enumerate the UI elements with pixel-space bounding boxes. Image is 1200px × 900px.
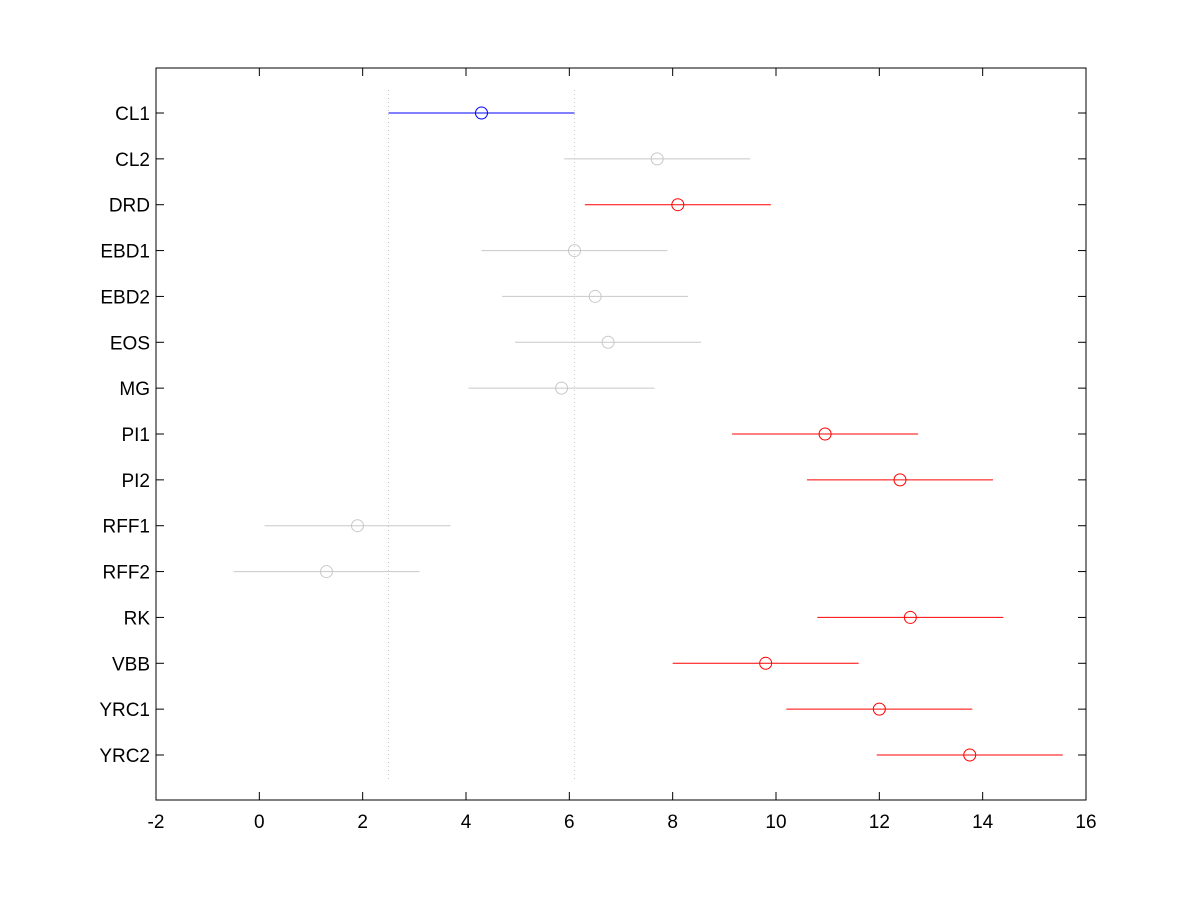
x-axis-ticks: -2 0 2 4 6 8 10 12 14 16 [148,68,1097,833]
y-tick-label: MG [119,379,150,400]
mean-marker-drd [671,198,685,212]
mean-marker-pi1 [818,427,832,441]
interval-rk [817,610,1004,624]
y-axis-ticks: CL1 CL2 DRD EBD1 EBD2 EOS MG PI1 PI2 RFF1 RFF2 RK VB… [99,104,1086,767]
y-tick-label: VBB [112,654,150,675]
plot-background [156,68,1086,800]
mean-marker-vbb [759,656,773,670]
y-tick-label: EBD1 [100,242,150,263]
x-tick-label: 12 [869,812,890,833]
interval-rff2 [233,565,420,579]
mean-marker-yrc1 [872,702,886,716]
mean-marker-rk [903,610,917,624]
y-tick-label: RFF2 [103,563,151,584]
y-tick-label: RK [124,608,151,629]
mean-marker-cl2 [650,152,664,166]
y-tick-label: RFF1 [103,517,151,538]
interval-mg [468,381,655,395]
interval-yrc1 [786,702,973,716]
mean-marker-ebd1 [568,244,581,258]
y-tick-label: DRD [109,196,150,217]
y-tick-label: EOS [110,333,150,354]
mean-marker-rff1 [351,519,364,533]
interval-ebd2 [502,289,689,303]
interval-yrc2 [876,748,1063,762]
mean-marker-pi2 [893,473,907,487]
y-tick-label: CL1 [115,104,150,125]
x-tick-label: 14 [972,812,994,833]
x-tick-label: -2 [148,812,165,833]
interval-pi2 [807,473,993,487]
x-tick-label: 4 [461,812,472,833]
x-tick-label: 6 [564,812,575,833]
reference-lines [388,90,575,782]
interval-pi1 [732,427,919,441]
mean-marker-eos [601,335,615,349]
comparison-intervals [233,106,1063,762]
y-tick-label: YRC1 [99,700,150,721]
y-tick-label: YRC2 [99,746,150,767]
mean-marker-mg [555,381,569,395]
x-tick-label: 10 [765,812,786,833]
interval-drd [584,198,771,212]
x-tick-label: 0 [254,812,265,833]
interval-vbb [672,656,859,670]
y-tick-label: PI1 [121,425,150,446]
mean-marker-cl1 [475,106,488,120]
interval-cl2 [564,152,751,166]
interval-rff1 [264,519,451,533]
y-tick-label: PI2 [121,471,150,492]
interval-eos [515,335,702,349]
interval-cl1 [388,106,575,120]
interval-ebd1 [481,244,668,258]
mean-marker-ebd2 [588,289,602,303]
x-tick-label: 2 [357,812,368,833]
mean-marker-yrc2 [963,748,977,762]
y-tick-label: EBD2 [100,287,150,308]
mean-marker-rff2 [320,565,333,579]
x-tick-label: 8 [667,812,678,833]
x-tick-label: 16 [1075,812,1096,833]
y-tick-label: CL2 [115,150,150,171]
